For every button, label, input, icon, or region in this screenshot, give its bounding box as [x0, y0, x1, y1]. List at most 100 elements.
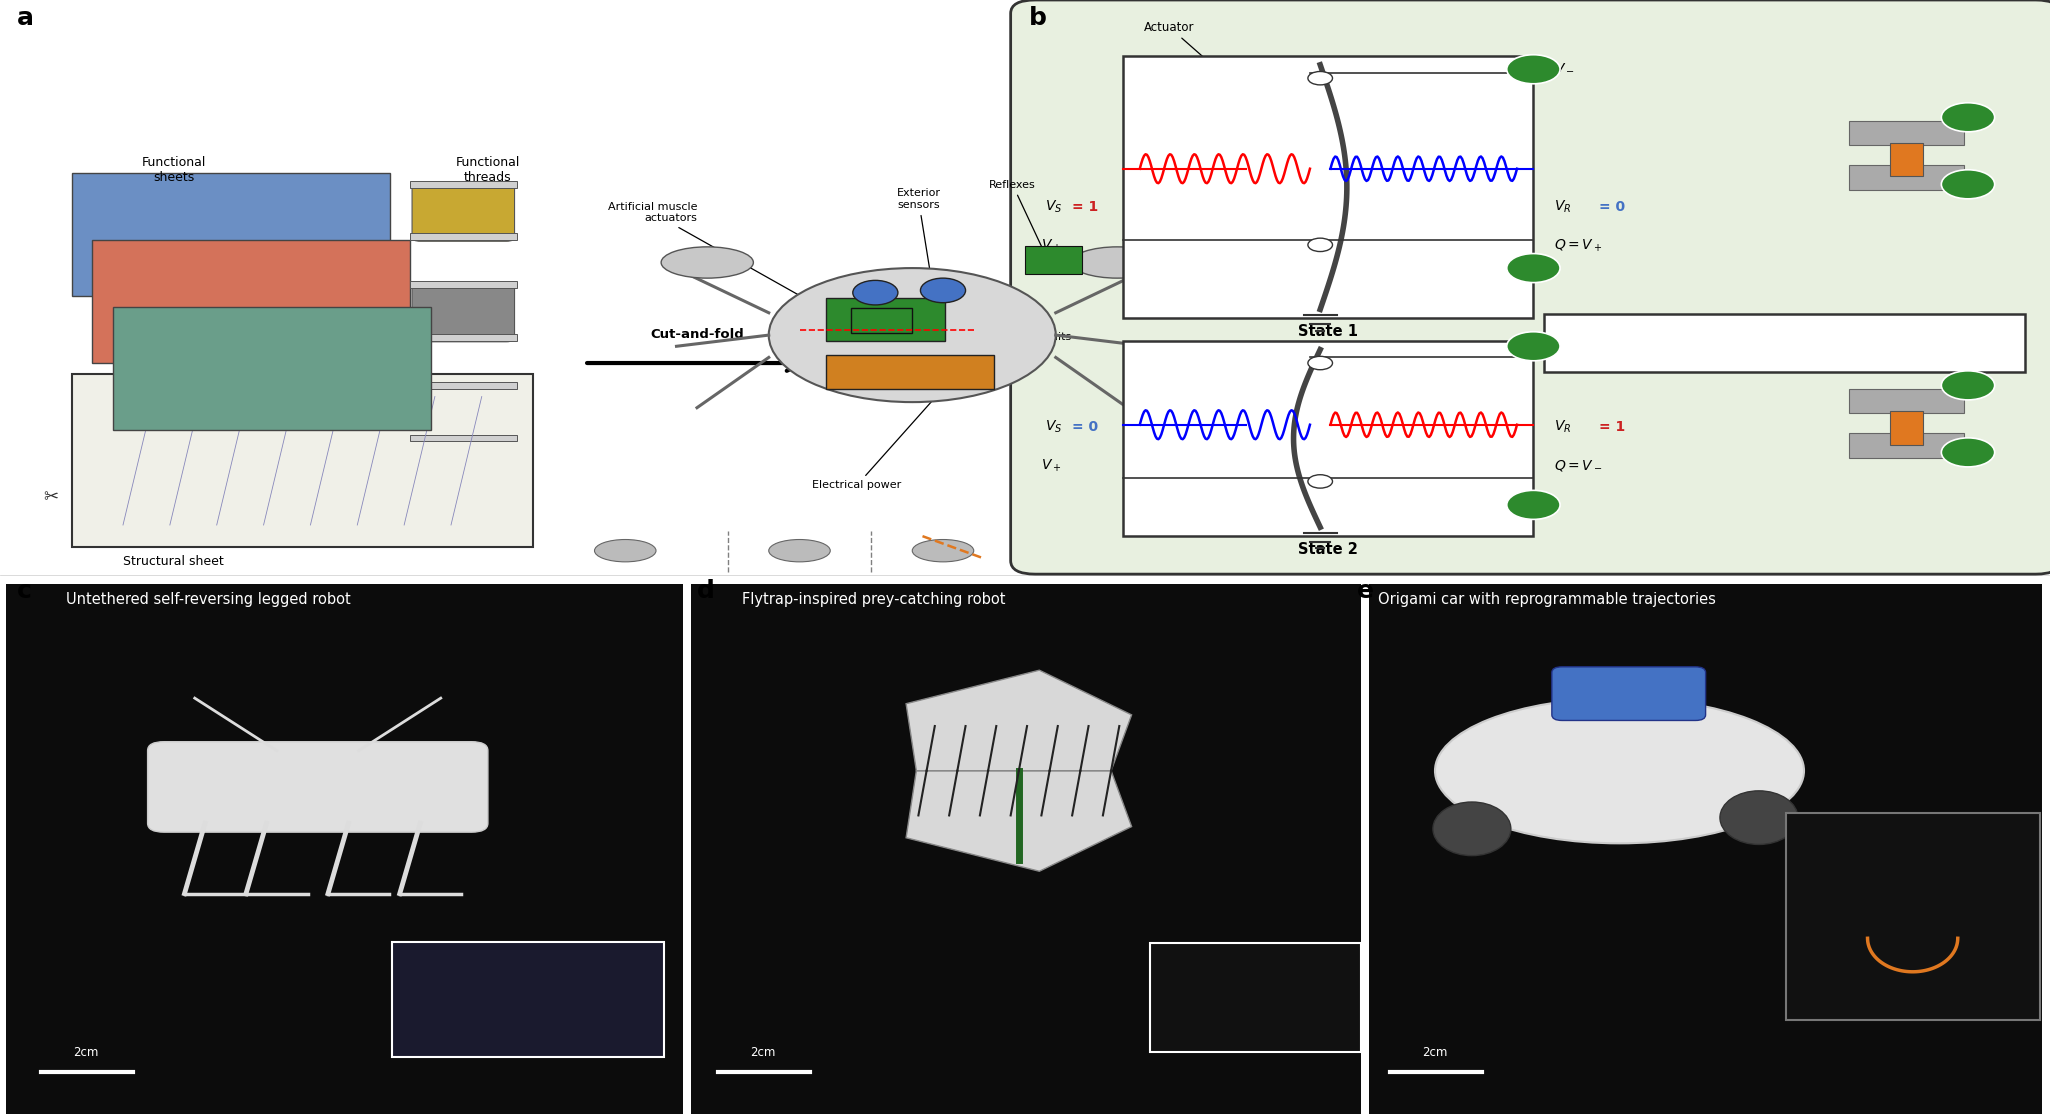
Text: c: c [16, 579, 31, 602]
Text: ✗: ✗ [1529, 65, 1538, 74]
Text: 2cm: 2cm [750, 1046, 775, 1059]
FancyBboxPatch shape [410, 281, 517, 288]
Circle shape [1507, 55, 1560, 84]
FancyBboxPatch shape [1890, 143, 1923, 176]
Text: = 1: = 1 [1072, 200, 1099, 213]
Text: $V_+$: $V_+$ [1041, 238, 1062, 254]
Text: Bistable
beam: Bistable beam [1322, 214, 1417, 255]
Circle shape [1308, 71, 1332, 85]
Text: Cut-and-fold: Cut-and-fold [650, 327, 744, 341]
FancyBboxPatch shape [1369, 584, 2042, 1114]
Text: Closed: Closed [1234, 957, 1279, 971]
FancyBboxPatch shape [148, 742, 488, 832]
Text: e: e [1357, 579, 1374, 602]
Text: Structural sheet: Structural sheet [123, 555, 223, 569]
Text: State 2: State 2 [1298, 542, 1359, 556]
Text: +: + [199, 359, 232, 401]
FancyBboxPatch shape [1544, 314, 2025, 372]
Circle shape [1941, 103, 1995, 132]
FancyBboxPatch shape [410, 435, 517, 441]
Text: $V_-$: $V_-$ [1554, 60, 1574, 74]
FancyBboxPatch shape [412, 384, 515, 442]
Text: Reflexes: Reflexes [990, 180, 1050, 265]
Text: Reverse: Reverse [502, 955, 556, 968]
FancyBboxPatch shape [92, 240, 410, 363]
Text: $V_S$: $V_S$ [1046, 419, 1062, 435]
FancyBboxPatch shape [1786, 813, 2040, 1020]
Text: a: a [16, 6, 33, 29]
Ellipse shape [912, 540, 974, 562]
Text: Exterior
sensors: Exterior sensors [896, 189, 941, 284]
Text: Untethered self-reversing legged robot: Untethered self-reversing legged robot [66, 592, 351, 607]
Text: $Q = V_-$: $Q = V_-$ [1554, 458, 1603, 474]
Polygon shape [906, 670, 1132, 771]
Circle shape [853, 280, 898, 305]
Ellipse shape [769, 540, 830, 562]
FancyBboxPatch shape [392, 942, 664, 1057]
Text: = 0: = 0 [1072, 420, 1099, 433]
Polygon shape [906, 771, 1132, 871]
Text: ✓: ✓ [1529, 264, 1538, 273]
Text: 2cm: 2cm [1423, 1046, 1447, 1059]
FancyBboxPatch shape [1011, 0, 2050, 574]
Circle shape [920, 278, 966, 303]
Text: = 1: = 1 [1599, 420, 1626, 433]
FancyBboxPatch shape [1150, 943, 1361, 1052]
Text: ✓: ✓ [1529, 342, 1538, 351]
Text: $V_-$: $V_-$ [1554, 337, 1574, 351]
FancyBboxPatch shape [412, 284, 515, 342]
FancyBboxPatch shape [113, 307, 430, 430]
Text: Control units: Control units [968, 322, 1072, 342]
Text: b: b [1029, 6, 1048, 29]
FancyBboxPatch shape [691, 584, 1361, 1114]
FancyBboxPatch shape [410, 334, 517, 341]
Ellipse shape [660, 247, 754, 278]
Text: $Q = V_R \cdot V_- + V_S \cdot V_+$: $Q = V_R \cdot V_- + V_S \cdot V_+$ [1720, 335, 1847, 351]
FancyBboxPatch shape [72, 374, 533, 547]
Ellipse shape [1720, 791, 1798, 844]
FancyBboxPatch shape [1849, 433, 1964, 458]
Text: $V_+$: $V_+$ [1041, 458, 1062, 474]
Text: ✗: ✗ [1964, 113, 1972, 122]
Text: State 1: State 1 [1298, 324, 1359, 338]
FancyBboxPatch shape [826, 355, 994, 389]
Text: Functional
sheets: Functional sheets [141, 156, 207, 184]
Circle shape [1941, 371, 1995, 400]
Circle shape [1941, 438, 1995, 467]
Text: $V_S$: $V_S$ [1046, 199, 1062, 214]
FancyBboxPatch shape [410, 233, 517, 240]
Text: ✓: ✓ [1964, 381, 1972, 390]
Circle shape [1308, 356, 1332, 370]
Circle shape [1308, 475, 1332, 488]
FancyBboxPatch shape [410, 382, 517, 389]
FancyBboxPatch shape [412, 183, 515, 241]
FancyBboxPatch shape [1123, 56, 1533, 318]
Circle shape [1941, 170, 1995, 199]
FancyBboxPatch shape [1849, 121, 1964, 145]
Text: Origami car with reprogrammable trajectories: Origami car with reprogrammable trajecto… [1378, 592, 1716, 607]
FancyBboxPatch shape [1025, 246, 1082, 274]
Text: d: d [697, 579, 715, 602]
Text: Electrical power: Electrical power [812, 392, 941, 490]
Text: ✂: ✂ [43, 488, 59, 506]
Text: Designed
trajectory:: Designed trajectory: [1886, 829, 1939, 850]
FancyBboxPatch shape [410, 181, 517, 188]
FancyBboxPatch shape [6, 584, 683, 1114]
Text: = 0: = 0 [1599, 200, 1626, 213]
FancyBboxPatch shape [1890, 411, 1923, 445]
Text: 2cm: 2cm [74, 1046, 98, 1059]
FancyBboxPatch shape [1552, 667, 1706, 720]
FancyBboxPatch shape [826, 298, 945, 341]
Text: Functional
threads: Functional threads [455, 156, 521, 184]
Text: ✗: ✗ [1529, 500, 1538, 509]
Ellipse shape [1433, 802, 1511, 856]
Circle shape [1507, 332, 1560, 361]
Ellipse shape [769, 268, 1056, 402]
Circle shape [1507, 490, 1560, 519]
FancyBboxPatch shape [1849, 165, 1964, 190]
Text: ✗: ✗ [1964, 448, 1972, 457]
FancyBboxPatch shape [1849, 389, 1964, 413]
Text: Flytrap-inspired prey-catching robot: Flytrap-inspired prey-catching robot [742, 592, 1007, 607]
Text: $V_R$: $V_R$ [1554, 419, 1570, 435]
Text: Artificial muscle
actuators: Artificial muscle actuators [607, 202, 826, 311]
